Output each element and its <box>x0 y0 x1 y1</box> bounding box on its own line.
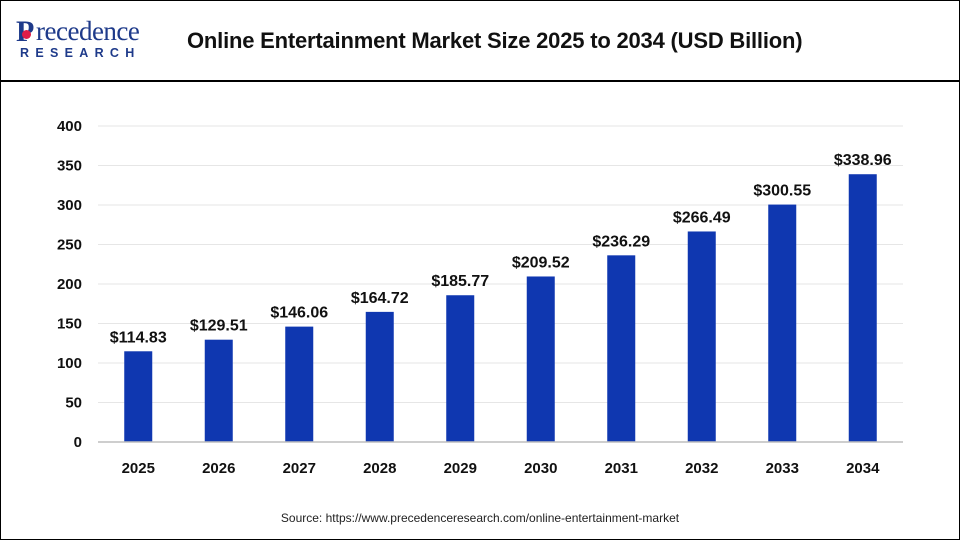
y-tick-label: 350 <box>57 158 82 175</box>
x-tick-label: 2030 <box>524 460 557 477</box>
bar-2026 <box>204 339 233 442</box>
x-tick-label: 2026 <box>202 460 235 477</box>
bar-2029 <box>446 295 475 442</box>
bar-2031 <box>607 255 636 442</box>
data-label: $146.06 <box>270 305 328 322</box>
bar-2028 <box>365 311 394 442</box>
y-tick-label: 200 <box>57 276 82 293</box>
bar-2025 <box>124 351 153 442</box>
y-tick-label: 50 <box>65 395 82 412</box>
precedence-research-logo: P recedence RESEARCH <box>16 15 161 65</box>
x-tick-label: 2034 <box>846 460 880 477</box>
x-tick-label: 2029 <box>444 460 477 477</box>
x-axis-ticks: 2025 2026 2027 2028 2029 2030 2031 2032 2033 2034 <box>122 460 881 477</box>
bar-2032 <box>687 231 716 442</box>
y-tick-label: 150 <box>57 316 82 333</box>
source-note: Source: https://www.precedenceresearch.c… <box>280 511 680 525</box>
y-tick-label: 300 <box>57 197 82 214</box>
data-label: $236.29 <box>592 233 650 250</box>
data-label: $129.51 <box>190 318 248 335</box>
data-label: $164.72 <box>351 290 409 307</box>
y-tick-label: 100 <box>57 355 82 372</box>
y-tick-label: 400 <box>57 118 82 135</box>
chart-title: Online Entertainment Market Size 2025 to… <box>187 28 803 53</box>
x-tick-label: 2031 <box>605 460 638 477</box>
x-tick-label: 2032 <box>685 460 718 477</box>
data-label: $300.55 <box>753 183 811 200</box>
y-tick-label: 250 <box>57 237 82 254</box>
y-axis-ticks: 0 50 100 150 200 250 300 350 400 <box>57 118 82 451</box>
data-label: $185.77 <box>431 273 489 290</box>
logo-subtitle: RESEARCH <box>20 46 141 60</box>
data-label: $114.83 <box>110 329 167 346</box>
data-label: $338.96 <box>834 152 892 169</box>
data-label: $209.52 <box>512 254 570 271</box>
x-tick-label: 2027 <box>283 460 316 477</box>
logo-word: recedence <box>36 16 140 46</box>
bar-2027 <box>285 326 314 442</box>
logo-dot-icon <box>22 30 31 39</box>
data-label: $266.49 <box>673 209 731 226</box>
bars <box>124 174 877 442</box>
x-tick-label: 2033 <box>766 460 799 477</box>
bar-2030 <box>526 276 555 442</box>
x-tick-label: 2025 <box>122 460 155 477</box>
x-tick-label: 2028 <box>363 460 396 477</box>
data-labels: $114.83 $129.51 $146.06 $164.72 $185.77 $209.… <box>110 152 892 346</box>
bar-2034 <box>848 174 877 442</box>
header-bar: P recedence RESEARCH Online Entertainmen… <box>1 1 959 82</box>
bar-2033 <box>768 204 797 442</box>
y-tick-label: 0 <box>74 434 82 451</box>
